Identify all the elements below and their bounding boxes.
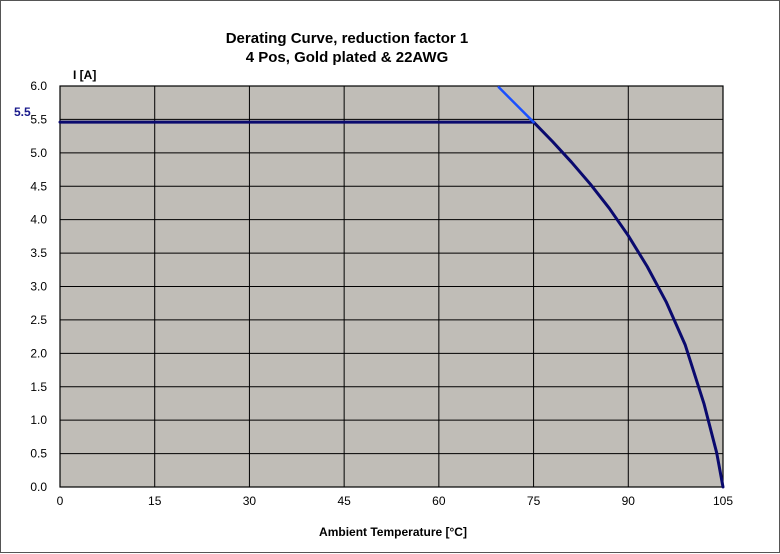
y-tick-label: 3.0: [30, 280, 47, 294]
y-tick-label: 0.0: [30, 480, 47, 494]
y-tick-label: 2.5: [30, 313, 47, 327]
x-tick-label: 75: [527, 494, 541, 508]
series-line-2: [497, 86, 535, 124]
y-tick-label: 0.5: [30, 447, 47, 461]
x-tick-label: 60: [432, 494, 446, 508]
x-tick-label: 30: [243, 494, 257, 508]
x-axis-label: Ambient Temperature [°C]: [319, 525, 467, 539]
y-tick-label: 1.0: [30, 413, 47, 427]
x-tick-label: 15: [148, 494, 162, 508]
chart-title: Derating Curve, reduction factor 1: [226, 30, 469, 47]
y-axis-label: I [A]: [73, 68, 96, 82]
y-tick-label: 1.5: [30, 380, 47, 394]
x-tick-label: 45: [337, 494, 351, 508]
annotation-label: 5.5: [14, 105, 31, 119]
y-tick-label: 4.5: [30, 179, 47, 193]
y-tick-label: 3.5: [30, 246, 47, 260]
y-tick-label: 5.5: [30, 112, 47, 126]
y-tick-label: 4.0: [30, 213, 47, 227]
x-tick-label: 0: [57, 494, 64, 508]
x-tick-label: 105: [713, 494, 733, 508]
x-tick-label: 90: [622, 494, 636, 508]
plot-border: [59, 85, 724, 488]
y-tick-label: 6.0: [30, 79, 47, 93]
y-tick-label: 2.0: [30, 346, 47, 360]
series-line-1: [58, 120, 725, 489]
y-tick-label: 5.0: [30, 146, 47, 160]
chart-subtitle: 4 Pos, Gold plated & 22AWG: [246, 49, 449, 66]
